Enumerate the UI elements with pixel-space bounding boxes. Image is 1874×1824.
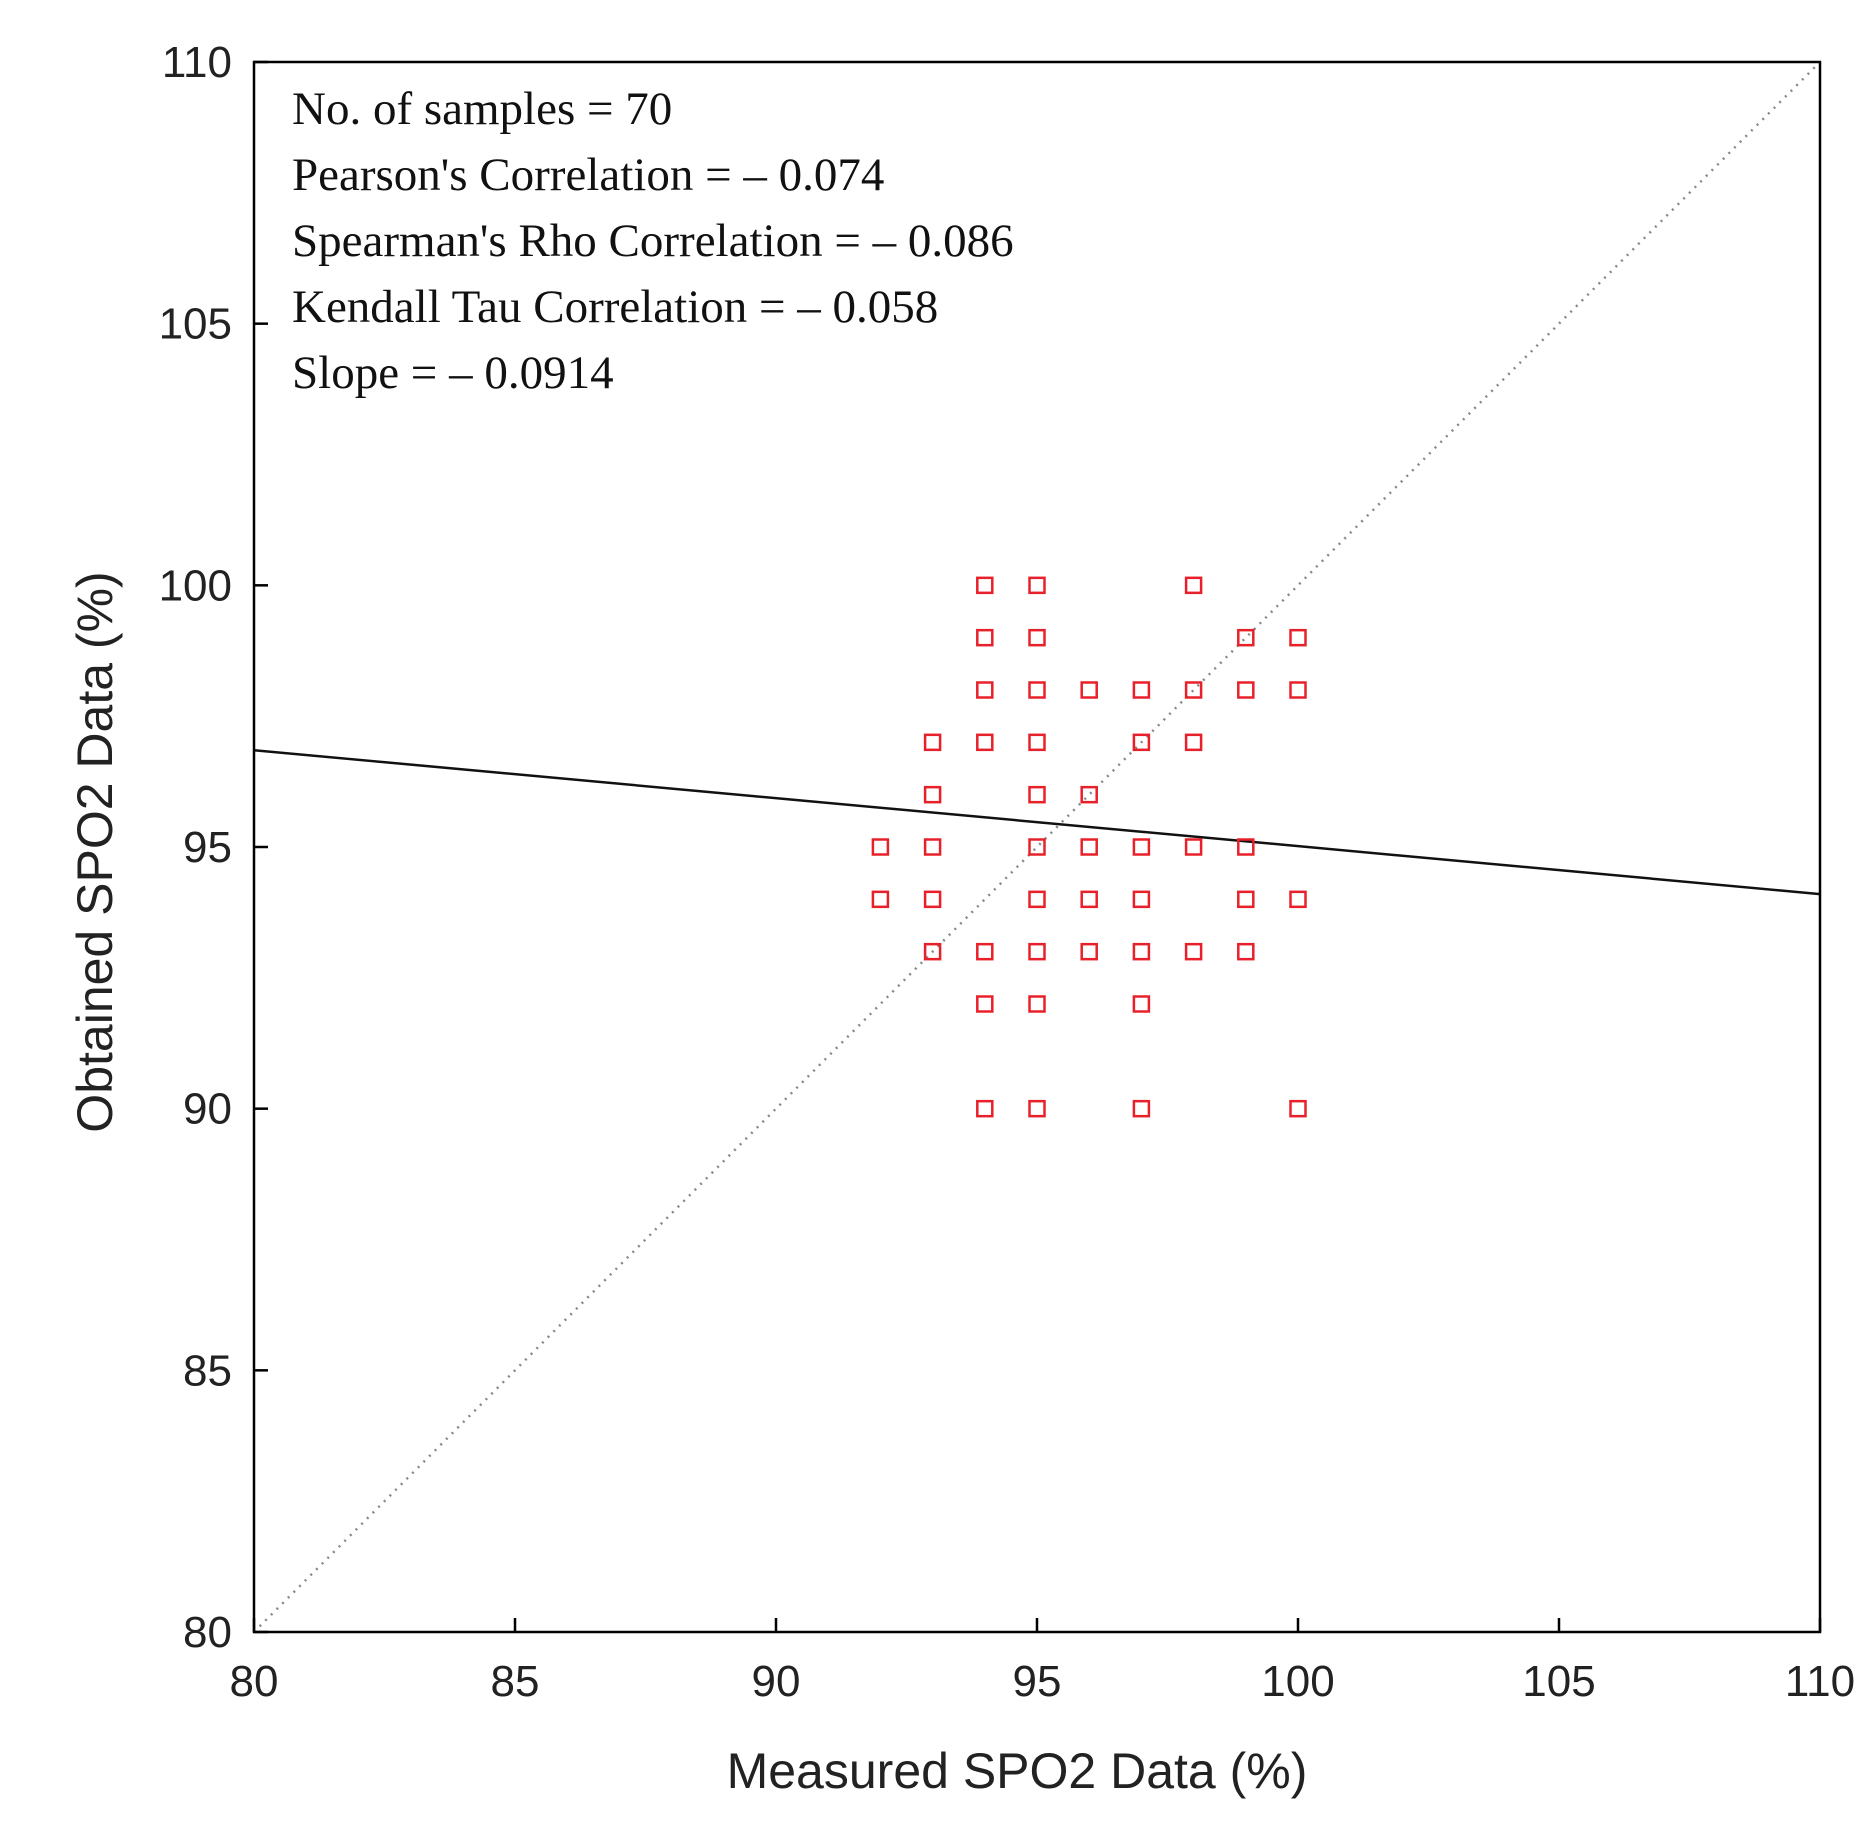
y-tick-label: 80 xyxy=(183,1608,232,1657)
data-point xyxy=(1028,733,1046,752)
x-tick-label: 110 xyxy=(1785,1657,1855,1706)
stat-spearman: Spearman's Rho Correlation = – 0.086 xyxy=(292,215,1014,267)
data-point xyxy=(976,681,994,699)
data-point xyxy=(1184,681,1203,699)
x-tick-label: 95 xyxy=(1013,1657,1062,1706)
data-point xyxy=(1237,838,1255,856)
y-tick-label: 100 xyxy=(159,561,232,610)
data-point xyxy=(871,890,890,909)
data-point xyxy=(1132,995,1151,1013)
data-point xyxy=(1028,681,1046,699)
data-point xyxy=(1184,942,1203,961)
data-point xyxy=(976,576,994,595)
x-tick-label: 80 xyxy=(230,1657,279,1706)
data-point xyxy=(871,838,890,856)
data-point xyxy=(923,890,942,909)
y-tick-label: 90 xyxy=(183,1085,232,1134)
y-tick-label: 85 xyxy=(183,1346,232,1395)
plot-frame xyxy=(252,60,1822,1634)
data-point xyxy=(1028,1099,1046,1118)
x-tick-label: 100 xyxy=(1261,1657,1334,1706)
data-point xyxy=(1237,942,1255,961)
data-point xyxy=(1132,838,1151,856)
data-point xyxy=(976,995,994,1013)
x-tick-label: 105 xyxy=(1522,1657,1595,1706)
data-point xyxy=(1237,890,1255,909)
data-point xyxy=(923,785,942,804)
data-point xyxy=(1080,681,1098,699)
y-tick-label: 110 xyxy=(162,38,232,87)
data-point xyxy=(976,942,994,961)
data-points xyxy=(871,576,1307,1118)
y-tick-label: 105 xyxy=(159,300,232,349)
identity-line xyxy=(253,61,1821,1633)
data-point xyxy=(1289,628,1307,647)
data-point xyxy=(1132,942,1151,961)
data-point xyxy=(1028,838,1046,856)
data-point xyxy=(976,1099,994,1118)
x-axis-title: Measured SPO2 Data (%) xyxy=(727,1743,1308,1799)
data-point xyxy=(1289,681,1307,699)
stat-slope: Slope = – 0.0914 xyxy=(292,347,614,399)
data-point xyxy=(923,838,942,856)
data-point xyxy=(923,733,942,752)
data-point xyxy=(1080,890,1098,909)
data-point xyxy=(1237,681,1255,699)
y-axis-title: Obtained SPO2 Data (%) xyxy=(67,571,123,1132)
data-point xyxy=(1237,628,1255,647)
stat-kendall: Kendall Tau Correlation = – 0.058 xyxy=(292,281,938,333)
data-point xyxy=(976,628,994,647)
data-point xyxy=(1080,785,1098,804)
data-point xyxy=(1289,1099,1307,1118)
stat-samples: No. of samples = 70 xyxy=(292,83,672,135)
data-point xyxy=(1028,890,1046,909)
data-point xyxy=(1184,576,1203,595)
data-point xyxy=(1028,995,1046,1013)
data-point xyxy=(1028,576,1046,595)
x-tick-label: 90 xyxy=(752,1657,801,1706)
data-point xyxy=(1132,733,1151,752)
data-point xyxy=(1184,838,1203,856)
y-axis-ticks: 80 85 90 95 100 105 110 xyxy=(159,38,268,1657)
data-point xyxy=(923,942,942,961)
data-point xyxy=(976,733,994,752)
regression-line xyxy=(253,748,1821,896)
data-point xyxy=(1028,785,1046,804)
x-axis-ticks: 80 85 90 95 100 105 110 xyxy=(230,1618,1855,1706)
data-point xyxy=(1132,1099,1151,1118)
data-point xyxy=(1080,942,1098,961)
data-point xyxy=(1028,942,1046,961)
stats-annotation: No. of samples = 70 Pearson's Correlatio… xyxy=(292,83,1014,399)
stat-pearson: Pearson's Correlation = – 0.074 xyxy=(292,149,884,201)
x-tick-label: 85 xyxy=(491,1657,540,1706)
data-point xyxy=(1132,890,1151,909)
data-point xyxy=(1132,681,1151,699)
data-point xyxy=(1184,733,1203,752)
y-tick-label: 95 xyxy=(183,823,232,872)
data-point xyxy=(1028,628,1046,647)
data-point xyxy=(1080,838,1098,856)
data-point xyxy=(1289,890,1307,909)
